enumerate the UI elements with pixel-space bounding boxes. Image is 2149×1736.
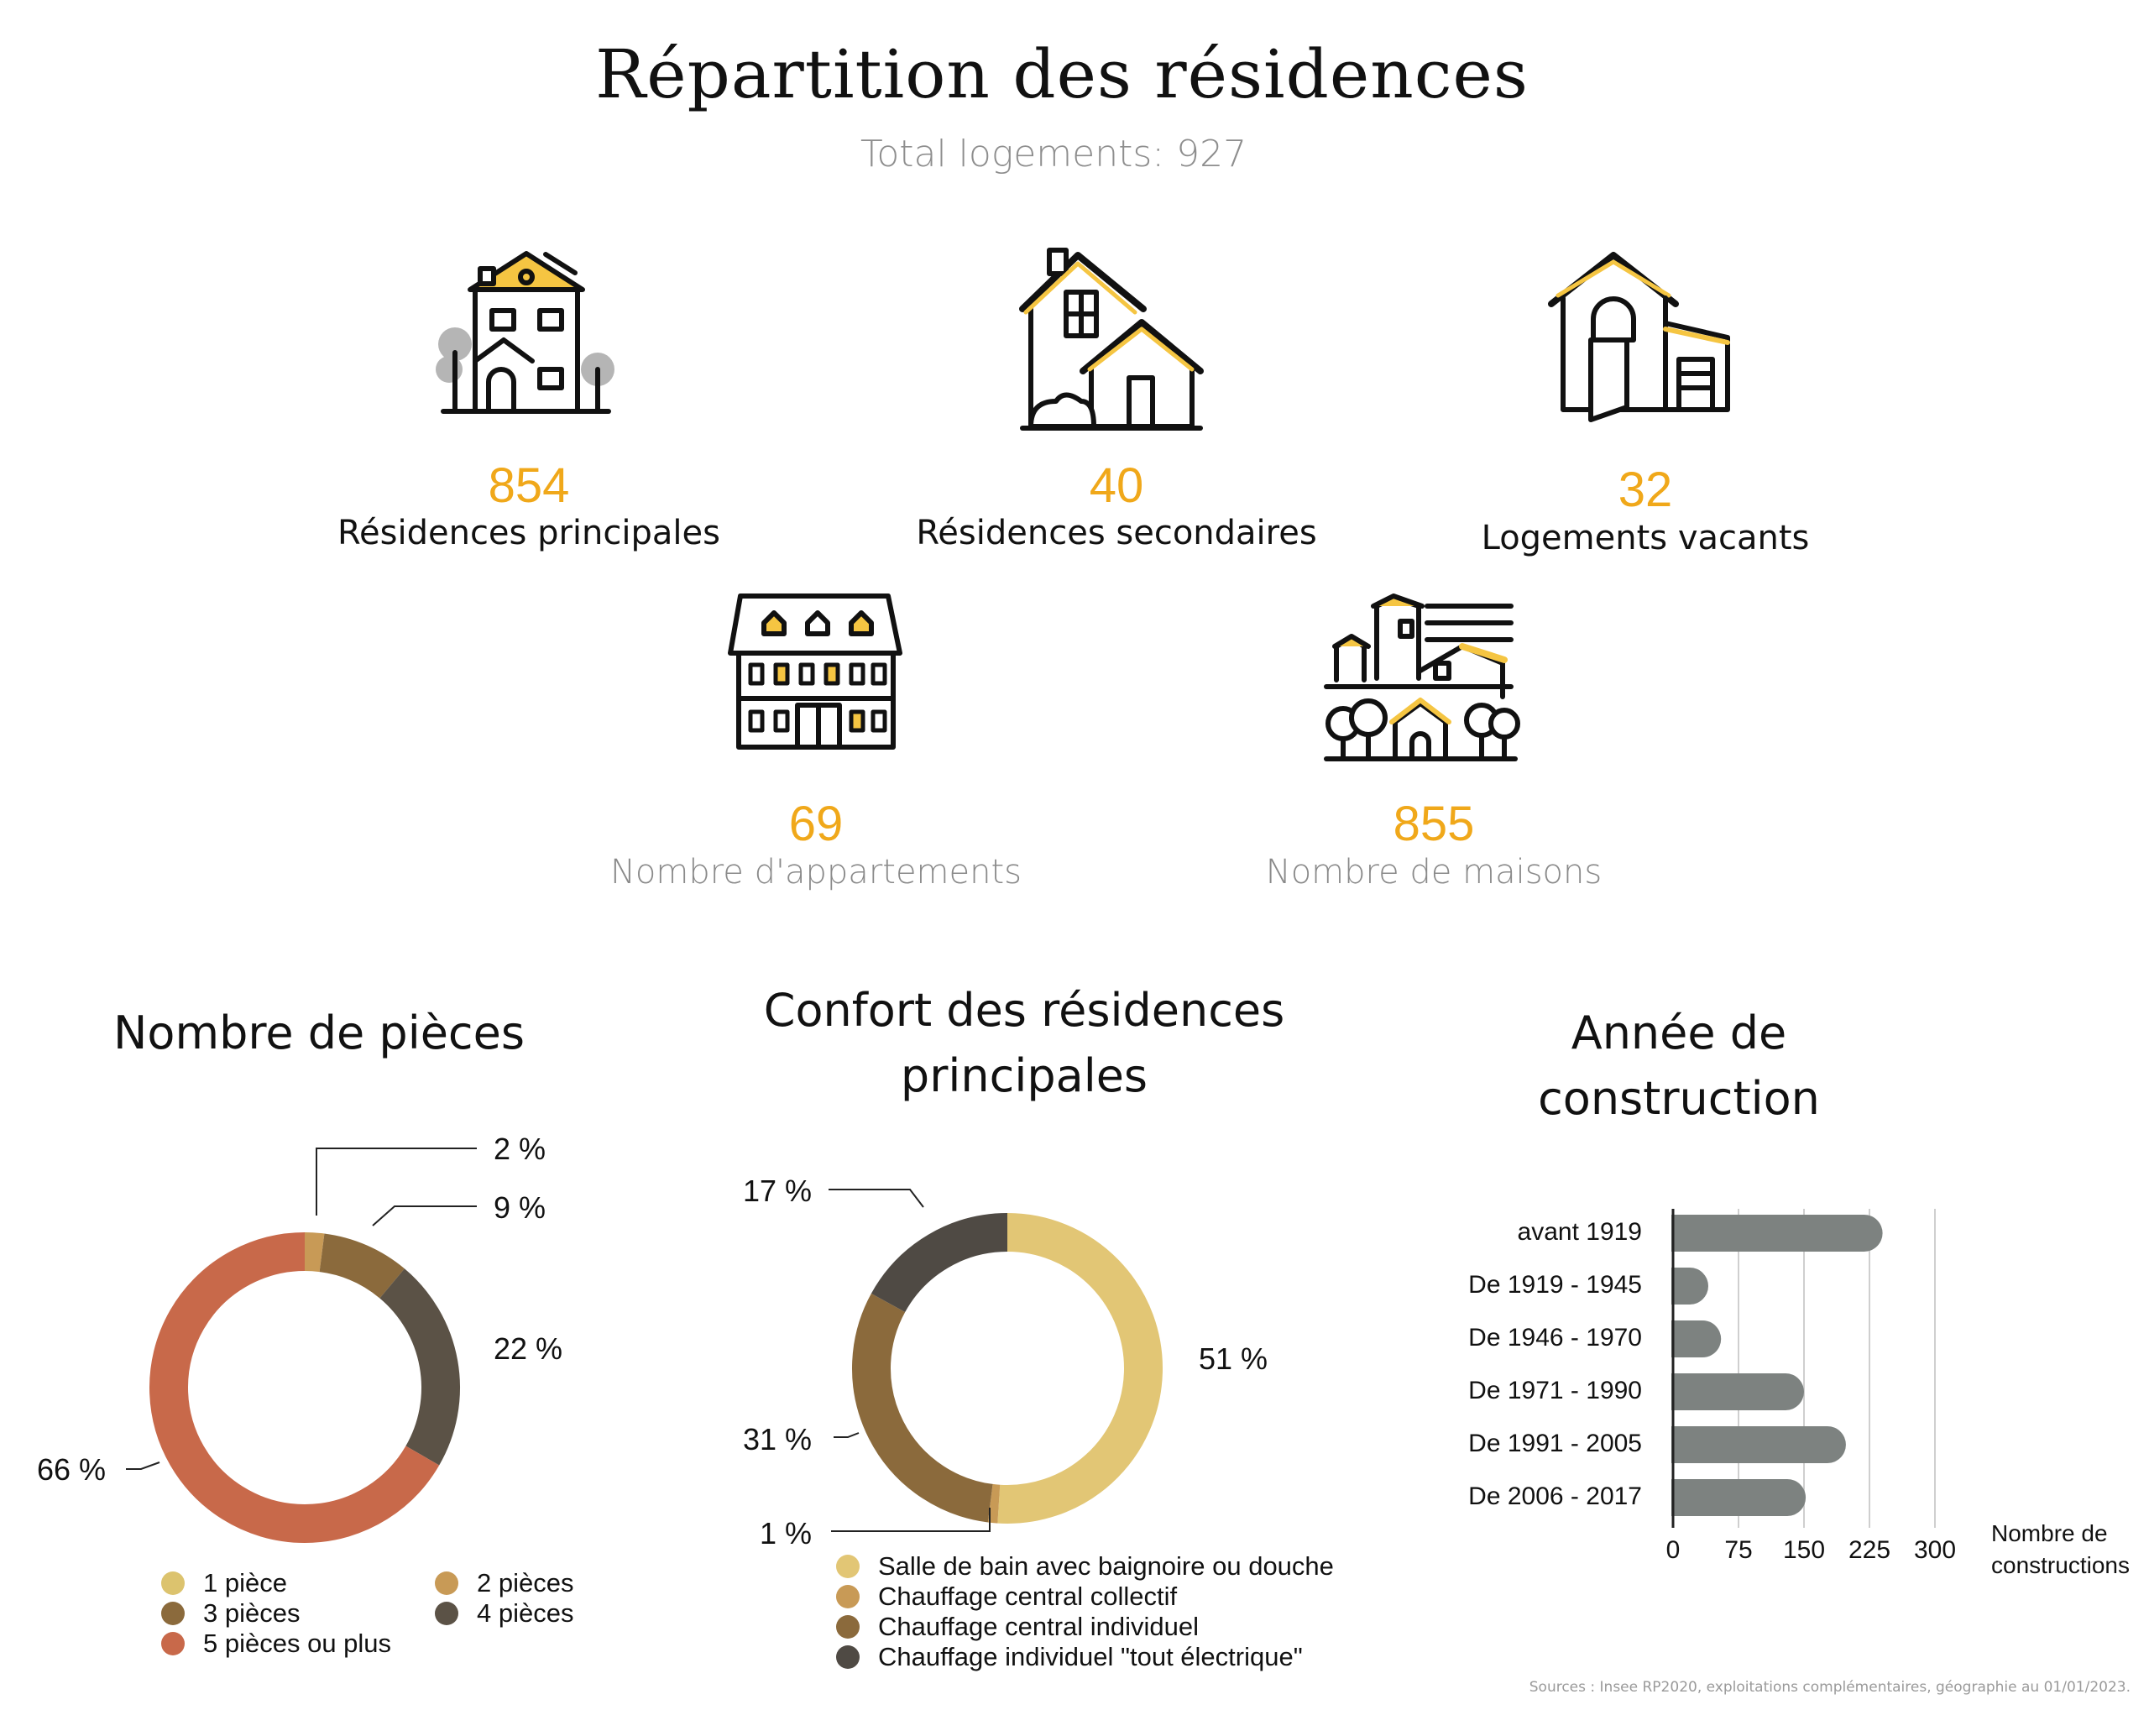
stat-value-appartements: 69 [788, 797, 844, 851]
chart-title-confort: Confort des résidences principales [763, 984, 1285, 1102]
legend-swatch [435, 1602, 458, 1625]
data-label-9pct: 9 % [494, 1190, 546, 1225]
donut-slice-2 [987, 1483, 1001, 1524]
stat-value-residences-principales: 854 [488, 458, 570, 513]
chart-title-annee: Année de construction [1538, 1007, 1820, 1125]
donut-slice-4 [871, 1213, 1008, 1313]
donut-slice-1 [997, 1213, 1163, 1524]
village-icon [1324, 593, 1520, 761]
leader-line-1pct [831, 1508, 991, 1532]
legend-swatch [836, 1645, 860, 1669]
bar-chart-annee [1671, 1209, 1936, 1528]
legend-label: 5 pièces ou plus [203, 1629, 392, 1658]
bar-6 [1671, 1479, 1807, 1516]
house-open-door-icon [1548, 252, 1730, 422]
legend-item-chauffage-central-individuel: Chauffage central individuel [836, 1612, 1199, 1642]
bar-base [1671, 1373, 1690, 1410]
x-tick-label: 150 [1782, 1536, 1826, 1564]
legend-item-salle-de-bain: Salle de bain avec baignoire ou douche [836, 1551, 1334, 1582]
stat-label-residences-secondaires: Résidences secondaires [916, 514, 1317, 552]
page-title: Répartition des résidences [595, 35, 1529, 113]
leader-line-2pct [316, 1148, 477, 1216]
data-label-22pct: 22 % [494, 1331, 563, 1366]
stat-label-logements-vacants: Logements vacants [1481, 519, 1810, 557]
legend-swatch [836, 1615, 860, 1639]
leader-line-31pct [834, 1432, 860, 1438]
stat-label-appartements: Nombre d'appartements [609, 853, 1022, 892]
x-tick-label: 300 [1913, 1536, 1957, 1564]
bar-5 [1671, 1426, 1846, 1463]
bar-category-label: De 1946 - 1970 [1468, 1324, 1642, 1352]
page-subtitle: Total logements: 927 [860, 133, 1247, 175]
stat-label-residences-principales: Résidences principales [337, 514, 720, 552]
bar-base [1671, 1215, 1690, 1252]
legend-swatch [161, 1632, 185, 1655]
legend-label: 2 pièces [477, 1568, 574, 1597]
x-tick-label: 0 [1665, 1536, 1681, 1564]
leader-lines [126, 1148, 991, 1532]
donut-slice-5 [149, 1232, 440, 1543]
legend-swatch [161, 1571, 185, 1595]
legend-label: 4 pièces [477, 1598, 574, 1628]
bar-4 [1671, 1373, 1804, 1410]
legend-label: Chauffage central collectif [878, 1582, 1178, 1611]
bar-category-label: De 1971 - 1990 [1468, 1377, 1642, 1404]
legend-label: 3 pièces [203, 1598, 301, 1628]
apartment-building-icon [728, 593, 902, 750]
donut-chart-pieces [149, 1231, 460, 1543]
x-tick-label: 75 [1724, 1536, 1753, 1564]
data-label-31pct: 31 % [743, 1422, 813, 1456]
legend-swatch [161, 1602, 185, 1625]
legend-item-2-pieces: 2 pièces [435, 1568, 573, 1598]
legend-swatch [435, 1571, 458, 1595]
legend-swatch [836, 1585, 860, 1608]
data-label-17pct: 17 % [743, 1174, 813, 1208]
stat-label-maisons: Nombre de maisons [1265, 853, 1603, 892]
legend-item-chauffage-central-collectif: Chauffage central collectif [836, 1582, 1177, 1612]
leader-line-17pct [829, 1189, 924, 1208]
x-tick-label: 225 [1848, 1536, 1891, 1564]
legend-swatch [836, 1555, 860, 1578]
bar-1 [1671, 1215, 1883, 1252]
data-label-66pct: 66 % [37, 1452, 107, 1487]
stat-value-residences-secondaires: 40 [1089, 458, 1144, 513]
sources-note: Sources : Insee RP2020, exploitations co… [1529, 1679, 2131, 1696]
stat-value-maisons: 855 [1393, 797, 1475, 851]
legend-label: Chauffage individuel "tout électrique" [878, 1642, 1303, 1671]
donut-slice-4 [379, 1268, 460, 1466]
chart-title-pieces: Nombre de pièces [113, 1007, 525, 1059]
bar-category-label: De 1991 - 2005 [1468, 1430, 1642, 1457]
legend-label: 1 pièce [203, 1568, 287, 1597]
legend-item-1-piece: 1 pièce [161, 1568, 287, 1598]
stat-value-logements-vacants: 32 [1618, 463, 1673, 517]
donut-slice-3 [852, 1293, 994, 1523]
donut-slice-3 [318, 1233, 405, 1299]
bar-category-label: De 2006 - 2017 [1468, 1482, 1642, 1510]
data-label-51pct: 51 % [1199, 1341, 1268, 1376]
legend-item-4-pieces: 4 pièces [435, 1598, 573, 1629]
bar-base [1671, 1320, 1690, 1357]
houses-icon [1019, 248, 1204, 431]
legend-item-5-pieces-ou-plus: 5 pièces ou plus [161, 1629, 391, 1659]
bar-category-label: avant 1919 [1517, 1218, 1642, 1246]
bar-category-label: De 1919 - 1945 [1468, 1271, 1642, 1299]
townhouse-icon [436, 251, 614, 414]
data-label-1pct: 1 % [760, 1516, 813, 1550]
legend-item-3-pieces: 3 pièces [161, 1598, 300, 1629]
legend-item-tout-electrique: Chauffage individuel "tout électrique" [836, 1642, 1303, 1672]
bar-base [1671, 1426, 1690, 1463]
legend-label: Chauffage central individuel [878, 1612, 1200, 1641]
legend-label: Salle de bain avec baignoire ou douche [878, 1551, 1334, 1581]
bar-base [1671, 1479, 1690, 1516]
data-label-2pct: 2 % [494, 1132, 546, 1166]
donut-chart-confort [852, 1213, 1163, 1524]
leader-line-9pct [372, 1205, 477, 1226]
bar-base [1671, 1268, 1690, 1305]
x-axis-label: Nombre de constructions [1991, 1520, 2130, 1578]
leader-line-66pct [126, 1461, 160, 1470]
